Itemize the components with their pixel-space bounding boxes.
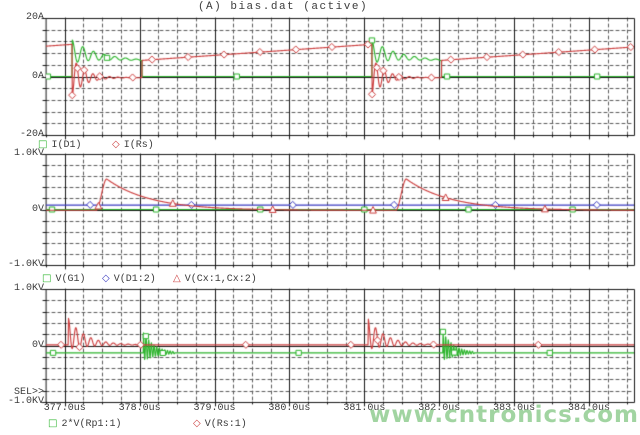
x-axis-tick-label: 379.0us	[193, 403, 236, 414]
y-axis-label: 1.0KV	[13, 283, 44, 294]
watermark: www.cntronics.com	[369, 402, 639, 428]
x-axis-tick-label: 377.0us	[43, 403, 86, 414]
sel-indicator: SEL>>	[13, 387, 44, 398]
y-axis-label: -1.0KV	[7, 259, 44, 270]
legend-marker-diamond-icon: ◇	[112, 139, 120, 150]
trace-name: V(G1)	[55, 274, 86, 285]
y-axis-label: 0V	[31, 339, 44, 351]
legend-item[interactable]: □ V(G1)	[42, 273, 85, 286]
legend-marker-square-icon: □	[48, 418, 58, 429]
y-axis-label: 1.0KV	[13, 148, 44, 159]
legend-item[interactable]: □ 2*V(Rp1:1)	[48, 418, 121, 431]
y-axis-label: 0V	[31, 203, 44, 215]
plot-title: (A) bias.dat (active)	[197, 1, 369, 13]
x-axis-tick-label: 382.0us	[418, 403, 461, 414]
y-axis-label: -20A	[19, 129, 44, 140]
x-axis-tick-label: 383.0us	[493, 403, 536, 414]
legend-marker-square-icon: □	[38, 139, 48, 150]
trace-name: 2*V(Rp1:1)	[61, 419, 122, 430]
legend-marker-diamond-icon: ◇	[102, 273, 110, 284]
trace-name: I(Rs)	[123, 140, 154, 151]
trace-name: V(D1:2)	[113, 274, 156, 285]
y-axis-label: -1.0KV	[7, 396, 44, 407]
legend-marker-triangle-icon: △	[173, 273, 181, 284]
x-axis-tick-label: 381.0us	[343, 403, 386, 414]
legend-item[interactable]: ◇ V(Rs:1)	[193, 418, 247, 431]
legend-marker-diamond-icon: ◇	[193, 418, 201, 429]
legend-item[interactable]: ◇ V(D1:2)	[102, 273, 156, 286]
x-axis-tick-label: 384.0us	[568, 403, 611, 414]
legend-marker-square-icon: □	[42, 273, 52, 284]
trace-name: V(Cx:1,Cx:2)	[184, 274, 257, 285]
legend-item[interactable]: △ V(Cx:1,Cx:2)	[173, 273, 257, 286]
trace-name: I(D1)	[51, 140, 82, 151]
trace-name: V(Rs:1)	[204, 419, 247, 430]
x-axis-tick-label: 380.0us	[268, 403, 311, 414]
legend-item[interactable]: ◇ I(Rs)	[112, 139, 154, 152]
y-axis-label: 20A	[25, 12, 44, 23]
legend-item[interactable]: □ I(D1)	[38, 139, 81, 152]
x-axis-tick-label: 378.0us	[118, 403, 161, 414]
y-axis-label: 0A	[31, 70, 44, 82]
